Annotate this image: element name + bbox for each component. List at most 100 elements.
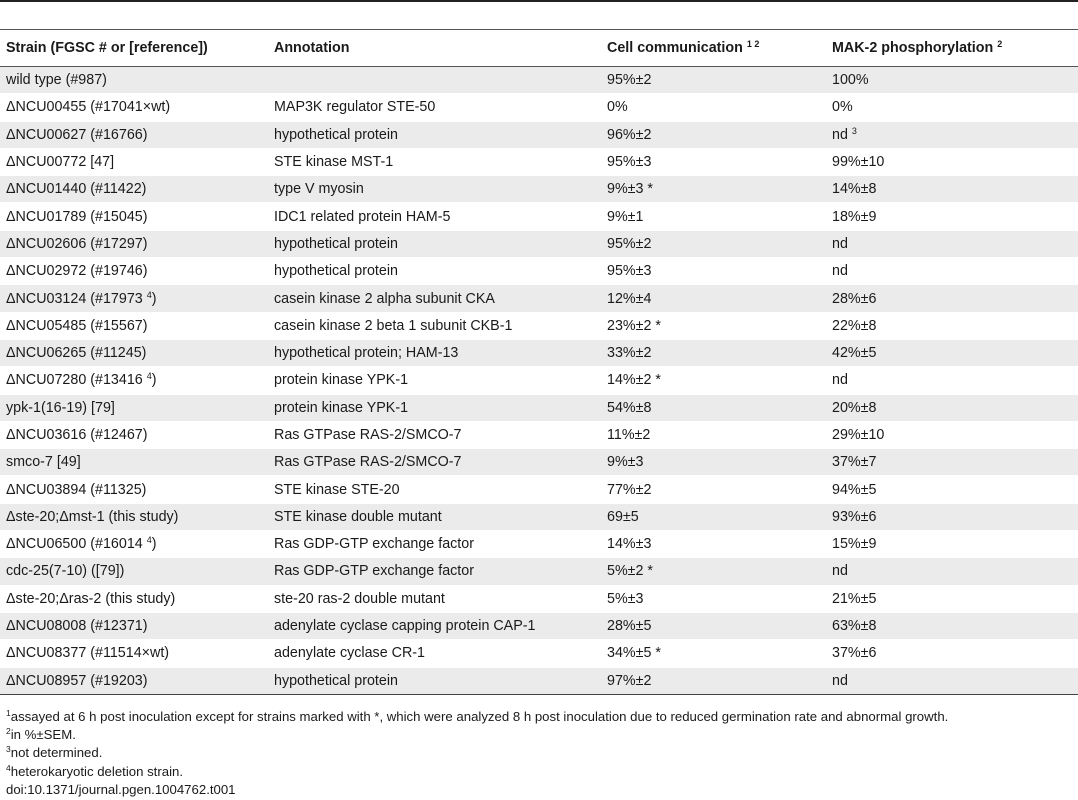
cell-communication-text: 0% — [607, 99, 628, 116]
cell-communication-text: 95%±2 — [607, 235, 652, 252]
header-footnote-mark: 2 — [997, 39, 1003, 49]
mak2-phosphorylation-cell: 0% — [826, 93, 1078, 122]
strain-cell: ΔNCU03894 (#11325) — [0, 475, 268, 504]
annotation-text: Ras GTPase RAS-2/SMCO-7 — [274, 427, 462, 443]
annotation-text: protein kinase YPK-1 — [274, 399, 409, 416]
table-header-row: Strain (FGSC # or [reference]) Annotatio… — [0, 29, 1078, 67]
annotation-text: type V myosin — [274, 181, 364, 198]
cell-communication-text: 5%±2 * — [607, 563, 653, 580]
cell-communication-cell: 95%±2 — [601, 66, 826, 95]
cell-communication-cell: 28%±5 — [601, 612, 826, 641]
footnote-mark: 3 — [6, 744, 11, 755]
annotation-cell: Ras GTPase RAS-2/SMCO-7 — [268, 421, 601, 450]
table-row: ΔNCU00772 [47] STE kinase MST-1 95%±3 99%±1… — [0, 148, 1078, 177]
mak2-phosphorylation-text: 37%±6 — [832, 645, 877, 662]
mak2-phosphorylation-text: 20%±8 — [832, 399, 877, 416]
annotation-text: hypothetical protein — [274, 235, 398, 252]
cell-communication-text: 96%±2 — [607, 126, 652, 143]
strain-text: ΔNCU00627 (#16766) — [6, 126, 148, 143]
cell-communication-text: 9%±1 — [607, 208, 644, 225]
annotation-cell: hypothetical protein — [268, 121, 601, 149]
mak2-phosphorylation-cell: 15%±9 — [826, 530, 1078, 559]
top-rule — [0, 0, 1078, 2]
annotation-text: ste-20 ras-2 double mutant — [274, 590, 445, 607]
cell-communication-cell: 23%±2 * — [601, 312, 826, 340]
strain-cell: ΔNCU00772 [47] — [0, 148, 268, 177]
strain-cell: Δste-20;Δmst-1 (this study) — [0, 503, 268, 532]
footnote-text: assayed at 6 h post inoculation except f… — [10, 709, 949, 724]
cell-communication-cell: 97%±2 — [601, 667, 826, 695]
footnote-list: 1assayed at 6 h post inoculation except … — [6, 708, 1078, 781]
cell-communication-text: 9%±3 — [607, 454, 644, 471]
strain-cell: ΔNCU08957 (#19203) — [0, 667, 268, 695]
cell-communication-text: 14%±3 — [607, 536, 652, 553]
footnote-text: not determined. — [10, 745, 103, 761]
footnote-mark: 3 — [851, 125, 857, 136]
table-row: ΔNCU08957 (#19203) hypothetical protein 97… — [0, 667, 1078, 695]
mak2-phosphorylation-cell: nd — [826, 557, 1078, 586]
footnote-text: heterokaryotic deletion strain. — [10, 763, 183, 779]
strain-text: ΔNCU06500 (#16014 — [6, 536, 147, 553]
strain-text: ΔNCU03124 (#17973 — [6, 290, 147, 307]
footnote-mark: 4 — [146, 289, 152, 300]
cell-communication-cell: 11%±2 — [601, 421, 826, 450]
table-row: Δste-20;Δmst-1 (this study) STE kinase do… — [0, 503, 1078, 532]
annotation-text: protein kinase YPK-1 — [274, 372, 409, 389]
table-footnotes: 1assayed at 6 h post inoculation except … — [6, 708, 1078, 799]
mak2-phosphorylation-cell: 37%±7 — [826, 448, 1078, 477]
cell-communication-text: 23%±2 * — [607, 317, 661, 334]
strain-cell: ΔNCU08377 (#11514×wt) — [0, 639, 268, 668]
mak2-phosphorylation-text: 63%±8 — [832, 618, 877, 635]
cell-communication-text: 5%±3 — [607, 590, 644, 607]
cell-communication-cell: 0% — [601, 93, 826, 122]
annotation-cell: protein kinase YPK-1 — [268, 394, 601, 422]
cell-communication-cell: 96%±2 — [601, 121, 826, 149]
footnote: 3not determined. — [6, 744, 1078, 762]
strain-cell: smco-7 [49] — [0, 448, 268, 477]
strain-cell: ΔNCU02606 (#17297) — [0, 230, 268, 259]
cell-communication-cell: 95%±2 — [601, 230, 826, 259]
cell-communication-text: 97%±2 — [607, 672, 652, 689]
annotation-cell: STE kinase MST-1 — [268, 148, 601, 177]
cell-communication-cell: 9%±3 * — [601, 175, 826, 204]
annotation-text: casein kinase 2 beta 1 subunit CKB-1 — [274, 317, 513, 334]
table-row: ΔNCU07280 (#13416 4) protein kinase YPK-1… — [0, 366, 1078, 395]
table-row: ΔNCU00455 (#17041×wt) MAP3K regulator STE… — [0, 93, 1078, 122]
mak2-phosphorylation-text: 93%±6 — [832, 508, 877, 525]
strain-cell: ΔNCU00455 (#17041×wt) — [0, 93, 268, 122]
annotation-text: hypothetical protein — [274, 126, 398, 143]
annotation-cell: adenylate cyclase capping protein CAP-1 — [268, 612, 601, 641]
mak2-phosphorylation-text: nd — [832, 672, 848, 689]
table-row: ΔNCU08008 (#12371) adenylate cyclase capp… — [0, 612, 1078, 641]
cell-communication-text: 95%±2 — [607, 72, 652, 89]
strain-cell: ΔNCU08008 (#12371) — [0, 612, 268, 641]
mak2-phosphorylation-text: 22%±8 — [832, 317, 877, 334]
footnote-mark: 4 — [146, 535, 152, 546]
table-row: ΔNCU02606 (#17297) hypothetical protein 95… — [0, 230, 1078, 259]
annotation-cell: STE kinase STE-20 — [268, 475, 601, 504]
mak2-phosphorylation-cell: 37%±6 — [826, 639, 1078, 668]
strain-text: smco-7 [49] — [6, 454, 81, 471]
table-row: ypk-1(16-19) [79] protein kinase YPK-1 54%… — [0, 394, 1078, 422]
table-row: ΔNCU03894 (#11325) STE kinase STE-20 77%±2… — [0, 475, 1078, 504]
table-row: ΔNCU06265 (#11245) hypothetical protein; … — [0, 339, 1078, 368]
annotation-cell: Ras GDP-GTP exchange factor — [268, 530, 601, 559]
cell-communication-text: 54%±8 — [607, 399, 652, 416]
mak2-phosphorylation-cell: 42%±5 — [826, 339, 1078, 368]
strain-cell: ΔNCU01440 (#11422) — [0, 175, 268, 204]
footnote-mark: 2 — [6, 726, 11, 737]
cell-communication-text: 33%±2 — [607, 345, 652, 362]
strain-text: Δste-20;Δras-2 (this study) — [6, 590, 176, 607]
cell-communication-text: 95%±3 — [607, 263, 652, 280]
mak2-phosphorylation-text: 0% — [832, 99, 853, 116]
strain-cell: ΔNCU07280 (#13416 4) — [0, 366, 268, 395]
mak2-phosphorylation-cell: 93%±6 — [826, 503, 1078, 532]
annotation-text: Ras GDP-GTP exchange factor — [274, 563, 474, 580]
annotation-text: hypothetical protein — [274, 263, 398, 280]
table-row: smco-7 [49] Ras GTPase RAS-2/SMCO-7 9%±3 37… — [0, 448, 1078, 477]
mak2-phosphorylation-cell: 21%±5 — [826, 585, 1078, 613]
strain-text: ΔNCU00772 [47] — [6, 154, 115, 171]
footnote: 1assayed at 6 h post inoculation except … — [6, 708, 1078, 726]
annotation-text: MAP3K regulator STE-50 — [274, 99, 436, 116]
table-row: ΔNCU00627 (#16766) hypothetical protein 96… — [0, 121, 1078, 149]
